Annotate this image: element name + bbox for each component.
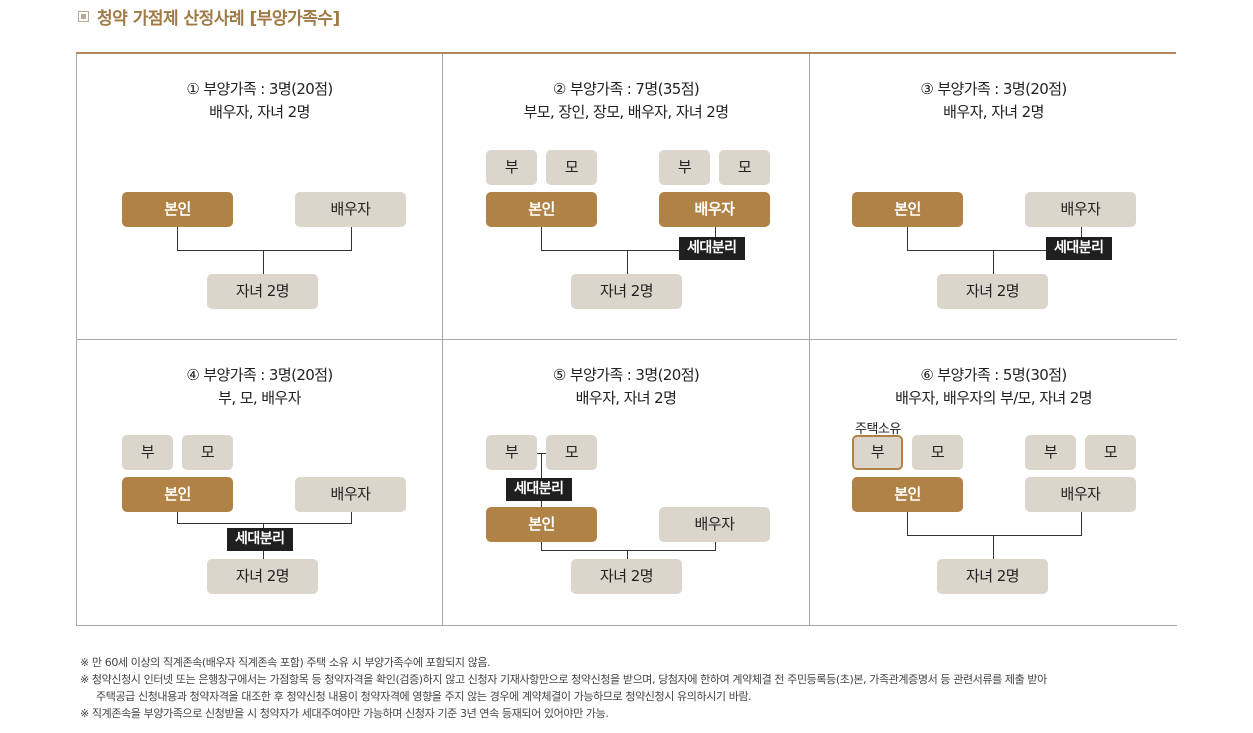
case-4-father-box: 부 [122,435,173,470]
connector-line [541,550,716,551]
connector-line [541,250,716,251]
case-5-self-box: 본인 [486,507,597,542]
case-2-father-in-law-box: 부 [659,150,710,185]
case-3-summary: ③ 부양가족 : 3명(20점) [920,80,1067,98]
case-3-members: 배우자, 자녀 2명 [943,103,1044,121]
case-4-mother-box: 모 [182,435,233,470]
case-2-summary: ② 부양가족 : 7명(35점) [552,80,700,98]
connector-line [627,550,628,559]
case-5-children-box: 자녀 2명 [571,559,682,594]
case-6-self-box: 본인 [852,477,963,512]
connector-line [1081,512,1082,535]
case-2-self-box: 본인 [486,192,597,227]
connector-line [907,535,1082,536]
case-3-self-box: 본인 [852,192,963,227]
case-2-panel: ② 부양가족 : 7명(35점) 부모, 장인, 장모, 배우자, 자녀 2명 … [443,54,810,340]
case-3-children-box: 자녀 2명 [937,274,1048,309]
connector-line [263,250,264,274]
case-5-father-box: 부 [486,435,537,470]
case-1-summary: ① 부양가족 : 3명(20점) [186,80,333,98]
cases-grid: ① 부양가족 : 3명(20점) 배우자, 자녀 2명 본인 배우자 자녀 2명… [76,52,1177,628]
case-6-house-owner-label: 주택소유 [855,422,901,437]
case-6-father-in-law-box: 부 [1025,435,1076,470]
connector-line [177,523,352,524]
case-5-panel: ⑤ 부양가족 : 3명(20점) 배우자, 자녀 2명 부 모 세대분리 본인 … [443,340,810,626]
case-4-self-box: 본인 [122,477,233,512]
connector-line [177,512,178,523]
case-5-title: ⑤ 부양가족 : 3명(20점) 배우자, 자녀 2명 [443,364,809,410]
case-2-father-box: 부 [486,150,537,185]
case-6-spouse-box: 배우자 [1025,477,1136,512]
case-2-members: 부모, 장인, 장모, 배우자, 자녀 2명 [523,103,729,121]
footnote: ※ 직계존속을 부양가족으로 신청받을 시 청약자가 세대주여야만 가능하며 신… [80,707,609,720]
case-5-mother-box: 모 [546,435,597,470]
case-6-summary: ⑥ 부양가족 : 5명(30점) [920,366,1067,384]
connector-line [351,227,352,250]
case-4-spouse-box: 배우자 [295,477,406,512]
connector-line [715,542,716,550]
connector-line [627,250,628,274]
square-bullet-icon [78,10,89,22]
connector-line [993,535,994,559]
case-1-spouse-box: 배우자 [295,192,406,227]
case-5-summary: ⑤ 부양가족 : 3명(20점) [552,366,700,384]
case-4-title: ④ 부양가족 : 3명(20점) 부, 모, 배우자 [77,364,442,410]
case-6-mother-box: 모 [912,435,963,470]
case-4-panel: ④ 부양가족 : 3명(20점) 부, 모, 배우자 부 모 본인 배우자 자녀… [76,340,443,626]
connector-line [907,250,1082,251]
case-2-title: ② 부양가족 : 7명(35점) 부모, 장인, 장모, 배우자, 자녀 2명 [443,78,809,124]
case-1-self-box: 본인 [122,192,233,227]
section-header: 청약 가점제 산정사례 [부양가족수] [78,4,340,29]
footnote: ※ 만 60세 이상의 직계존속(배우자 직계존속 포함) 주택 소유 시 부양… [80,656,491,669]
case-4-separate-household-tag: 세대분리 [227,528,293,551]
case-3-separate-household-tag: 세대분리 [1046,237,1112,260]
connector-line [541,542,542,550]
case-6-panel: ⑥ 부양가족 : 5명(30점) 배우자, 배우자의 부/모, 자녀 2명 주택… [810,340,1177,626]
case-6-children-box: 자녀 2명 [937,559,1048,594]
connector-line [907,512,908,535]
case-5-separate-household-tag: 세대분리 [506,478,572,501]
connector-line [177,250,352,251]
case-2-spouse-box: 배우자 [659,192,770,227]
footnote: ※ 청약신청시 인터넷 또는 은행창구에서는 가점항목 등 청약자격을 확인(검… [80,673,1047,686]
page-title: 청약 가점제 산정사례 [부양가족수] [97,8,340,29]
case-6-members: 배우자, 배우자의 부/모, 자녀 2명 [895,389,1092,407]
case-3-spouse-box: 배우자 [1025,192,1136,227]
case-4-summary: ④ 부양가족 : 3명(20점) [186,366,333,384]
footnotes: ※ 만 60세 이상의 직계존속(배우자 직계존속 포함) 주택 소유 시 부양… [80,654,1047,722]
case-2-mother-in-law-box: 모 [719,150,770,185]
case-6-mother-in-law-box: 모 [1085,435,1136,470]
case-4-children-box: 자녀 2명 [207,559,318,594]
connector-line [907,227,908,250]
case-3-panel: ③ 부양가족 : 3명(20점) 배우자, 자녀 2명 본인 배우자 자녀 2명… [810,54,1177,340]
case-6-father-box: 부 [852,435,903,470]
case-4-members: 부, 모, 배우자 [218,389,301,407]
case-1-members: 배우자, 자녀 2명 [209,103,310,121]
case-5-members: 배우자, 자녀 2명 [575,389,677,407]
case-2-children-box: 자녀 2명 [571,274,682,309]
case-2-mother-box: 모 [546,150,597,185]
case-1-title: ① 부양가족 : 3명(20점) 배우자, 자녀 2명 [77,78,442,124]
connector-line [351,512,352,523]
case-1-panel: ① 부양가족 : 3명(20점) 배우자, 자녀 2명 본인 배우자 자녀 2명 [76,54,443,340]
case-5-spouse-box: 배우자 [659,507,770,542]
connector-line [177,227,178,250]
footnote-continuation: 주택공급 신청내용과 청약자격을 대조한 후 청약신청 내용이 청약자격에 영향… [96,690,752,703]
case-1-children-box: 자녀 2명 [207,274,318,309]
connector-line [993,250,994,274]
case-3-title: ③ 부양가족 : 3명(20점) 배우자, 자녀 2명 [810,78,1177,124]
case-2-separate-household-tag: 세대분리 [679,237,745,260]
case-6-title: ⑥ 부양가족 : 5명(30점) 배우자, 배우자의 부/모, 자녀 2명 [810,364,1177,410]
connector-line [541,227,542,250]
